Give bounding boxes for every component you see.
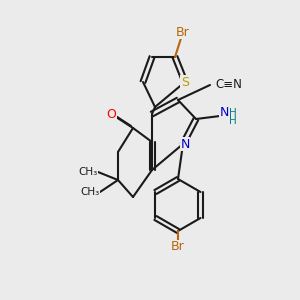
Text: H: H xyxy=(229,108,237,118)
Text: O: O xyxy=(106,109,116,122)
Text: C≡N: C≡N xyxy=(215,79,242,92)
Text: Br: Br xyxy=(171,241,185,254)
Text: CH₃: CH₃ xyxy=(78,167,98,177)
Text: Br: Br xyxy=(176,26,190,38)
Text: S: S xyxy=(181,76,189,88)
Text: N: N xyxy=(180,137,190,151)
Text: H: H xyxy=(229,116,237,126)
Text: N: N xyxy=(219,106,229,119)
Text: CH₃: CH₃ xyxy=(80,187,100,197)
